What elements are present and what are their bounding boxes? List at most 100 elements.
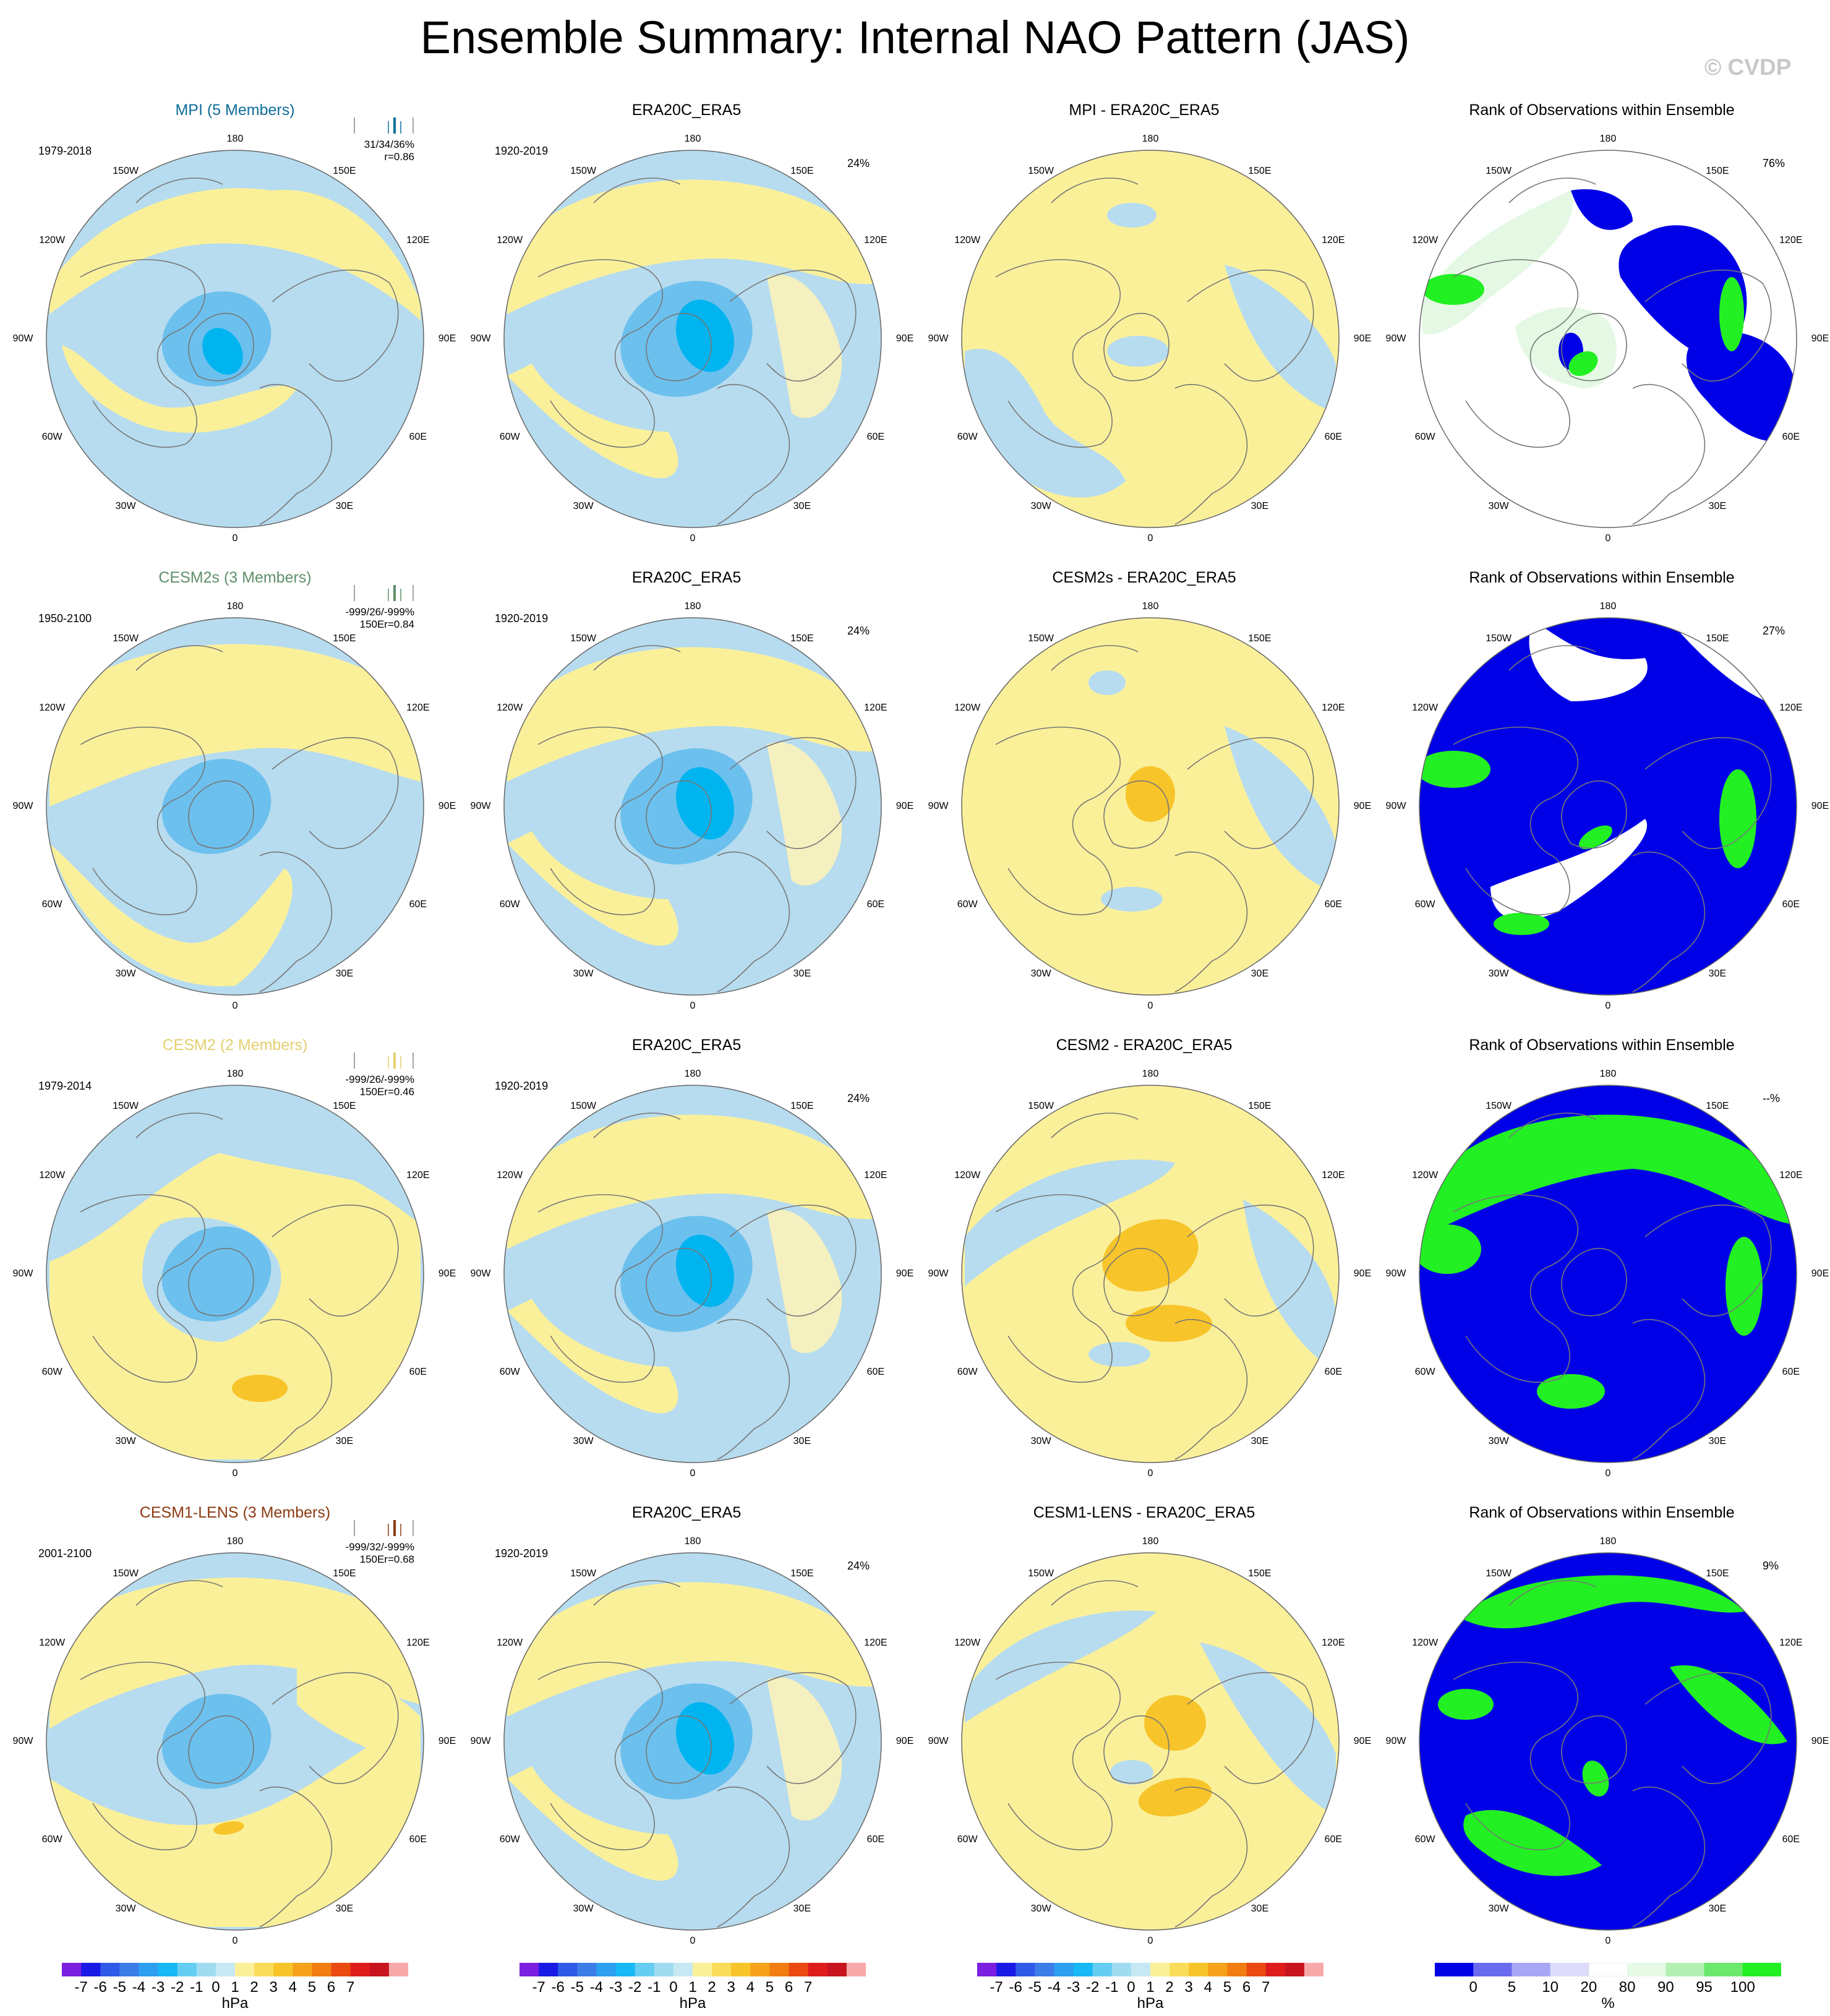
positive-anomaly <box>507 364 678 479</box>
positive-anomaly <box>49 644 421 806</box>
alaska-coast <box>593 1580 681 1606</box>
longitude-label-bottom: 0 <box>1147 1001 1153 1011</box>
map-border <box>961 1552 1340 1931</box>
map-border <box>503 1085 882 1463</box>
alaska-coast <box>1508 645 1596 671</box>
spread-percentiles: -999/26/-999% <box>345 1074 414 1085</box>
colorbar-tick-label: 6 <box>327 1979 336 1996</box>
colorbar-tick-label: -4 <box>589 1979 604 1996</box>
map-border <box>1419 1552 1797 1931</box>
obs-panel-title: ERA20C_ERA5 <box>631 101 742 119</box>
hpa-colorbar-3 <box>977 1963 1323 1976</box>
cvdp-credit: © CVDP <box>1704 54 1792 80</box>
pattern-correlation: 150Er=0.84 <box>359 618 414 630</box>
longitude-label-l30: 30W <box>115 968 136 980</box>
longitude-label-l120: 120W <box>954 235 981 246</box>
rank-95-100 <box>1422 1114 1794 1237</box>
colorbar-tick-label: 3 <box>269 1979 278 1996</box>
greenland-coast <box>646 780 712 849</box>
greenland-coast <box>1561 1715 1627 1784</box>
colorbar-tick-label: 4 <box>746 1979 755 1996</box>
north-america-coast <box>1453 1662 1579 1850</box>
colorbar-tick-label: 3 <box>1184 1979 1193 1996</box>
longitude-label-r150: 150E <box>333 1100 356 1111</box>
positive-anomaly <box>507 1299 678 1414</box>
positive-anomaly <box>507 831 678 946</box>
longitude-label-l150: 150W <box>570 1568 596 1579</box>
member-spread-indicator <box>354 1053 414 1069</box>
colorbar-swatch <box>654 1963 674 1976</box>
colorbar-swatch <box>350 1963 370 1976</box>
colorbar-swatch <box>731 1963 751 1976</box>
colorbar-swatch <box>635 1963 655 1976</box>
longitude-label-r90: 90E <box>1353 1268 1372 1279</box>
colorbar-swatch <box>293 1963 312 1976</box>
colorbar-swatch <box>62 1963 82 1976</box>
panel-rank-row4: Rank of Observations within Ensemble 9% 18… <box>1373 1495 1830 1963</box>
colorbar-tick-label: 6 <box>784 1979 793 1996</box>
colorbar-unit: hPa <box>1137 1995 1164 2012</box>
obs-panel-title: ERA20C_ERA5 <box>631 1504 742 1521</box>
longitude-label-l120: 120W <box>497 235 523 246</box>
longitude-label-l60: 60W <box>957 899 978 910</box>
panel-rank-row1: Rank of Observations within Ensemble 76% 1… <box>1373 93 1830 560</box>
spread-stats: -999/32/-999% 150Er=0.68 <box>291 1541 414 1566</box>
longitude-label-r120: 120E <box>1779 1170 1803 1181</box>
colorbar-swatch <box>1208 1963 1228 1976</box>
map-border <box>961 150 1340 528</box>
rank-polar-map <box>1419 617 1797 996</box>
longitude-label-bottom: 0 <box>1605 1001 1611 1011</box>
colorbar-swatch <box>1665 1963 1705 1976</box>
period-label: 1920-2019 <box>495 145 549 157</box>
longitude-label-r60: 60E <box>866 1366 885 1377</box>
model-panel-title: CESM2 (2 Members) <box>162 1036 308 1054</box>
longitude-label-l120: 120W <box>1412 1638 1439 1649</box>
longitude-label-l120: 120W <box>497 1638 523 1649</box>
diff-panel-title: CESM1-LENS - ERA20C_ERA5 <box>1033 1504 1255 1521</box>
colorbar-swatch <box>789 1963 809 1976</box>
pattern-correlation-pct: 76% <box>1763 157 1785 169</box>
longitude-label-r30: 30E <box>1708 1903 1727 1915</box>
longitude-label-bottom: 0 <box>690 1001 696 1011</box>
colorbar-swatch <box>235 1963 255 1976</box>
model-polar-map <box>46 1552 424 1931</box>
north-america-coast <box>1453 259 1579 448</box>
longitude-label-r60: 60E <box>1324 1366 1343 1377</box>
longitude-label-r150: 150E <box>333 633 356 644</box>
colorbar-swatch <box>712 1963 732 1976</box>
rank-panel-title: Rank of Observations within Ensemble <box>1469 101 1735 119</box>
colorbar-tick-label: -6 <box>1009 1979 1022 1996</box>
longitude-label-l60: 60W <box>41 1366 62 1377</box>
longitude-label-bottom: 0 <box>232 1936 238 1946</box>
colorbar-tick-label: -6 <box>93 1979 107 1996</box>
rank-0-5 <box>1618 225 1747 364</box>
longitude-label-r120: 120E <box>1322 1638 1345 1649</box>
europe-coast <box>717 383 790 525</box>
panel-diff-row4: CESM1-LENS - ERA20C_ERA5 180 0 150W 150E 120W… <box>915 1495 1373 1963</box>
longitude-label-r120: 120E <box>864 1170 887 1181</box>
period-label: 1979-2014 <box>38 1080 92 1092</box>
colorbar-tick-label: -7 <box>990 1979 1003 1996</box>
north-america-coast <box>80 1194 206 1383</box>
longitude-label-r150: 150E <box>790 633 814 644</box>
longitude-label-top: 180 <box>684 1536 701 1547</box>
pattern-correlation-pct: --% <box>1763 1092 1780 1104</box>
diff-polar-map <box>961 617 1340 996</box>
map-border <box>961 617 1340 996</box>
negative-anomaly <box>1243 1200 1336 1373</box>
longitude-label-r90: 90E <box>1811 1268 1829 1279</box>
longitude-label-r150: 150E <box>1248 1100 1272 1111</box>
colorbar-swatch <box>1189 1963 1208 1976</box>
greenland-coast <box>188 1247 254 1317</box>
longitude-label-r120: 120E <box>1322 235 1345 246</box>
rank-95-100 <box>1438 1689 1494 1720</box>
longitude-label-l120: 120W <box>497 703 523 714</box>
diff-polar-map <box>961 1552 1340 1931</box>
colorbar-tick-label: 2 <box>1165 1979 1174 1996</box>
longitude-label-l90: 90W <box>1385 333 1406 344</box>
longitude-label-bottom: 0 <box>690 1468 696 1479</box>
colorbar-tick-label: 7 <box>803 1979 813 1996</box>
longitude-label-r150: 150E <box>1706 1568 1729 1579</box>
north-america-coast <box>537 1662 664 1850</box>
positive-anomaly <box>507 1114 878 1249</box>
